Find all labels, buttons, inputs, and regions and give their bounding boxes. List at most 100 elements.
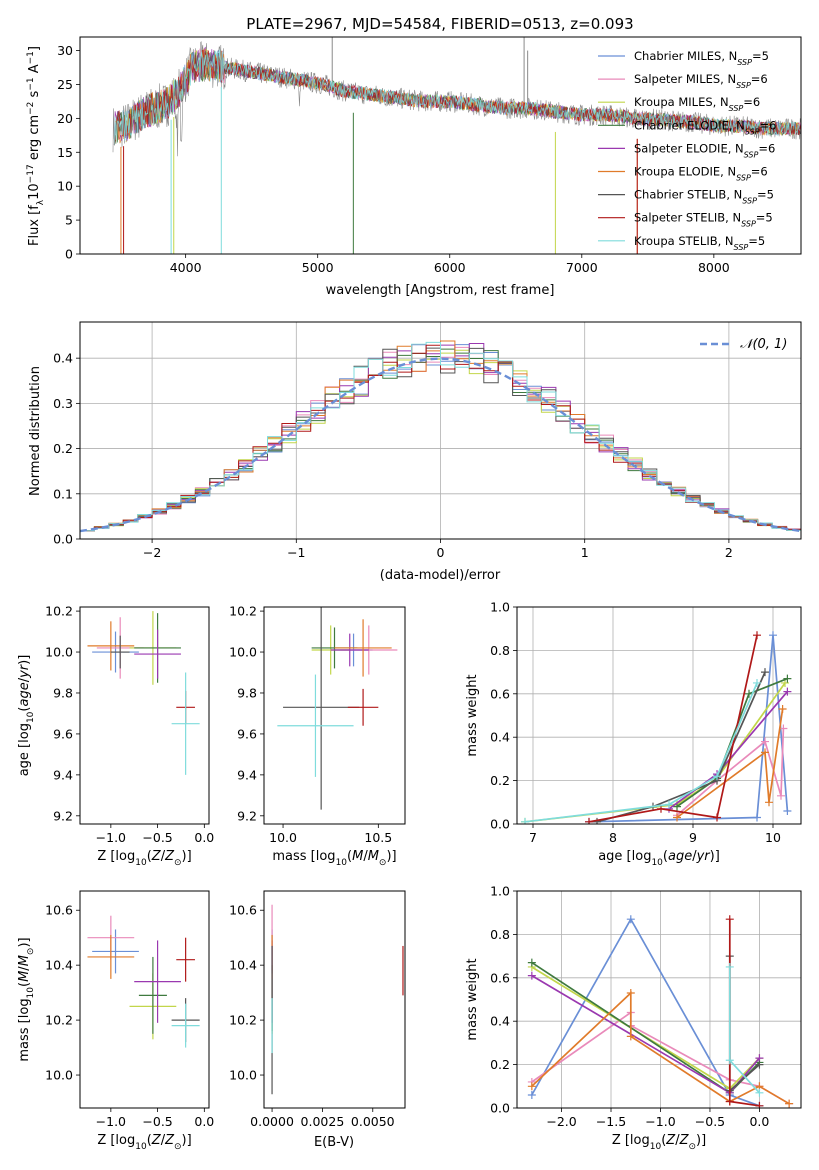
y-axis-label: Flux [fλ10−17 erg cm−2 s−1 A−1]: [26, 46, 46, 246]
weight-line-salpeter-stelib: [588, 635, 758, 823]
x-axis-label: E(B-V): [314, 1135, 354, 1150]
y-tick-label: 0.0: [53, 532, 73, 547]
normal-curve: [80, 357, 801, 533]
x-tick-label: 6000: [434, 260, 466, 275]
y-tick-label: 10.0: [229, 1068, 257, 1083]
legend-label: 𝒩(0, 1): [740, 337, 787, 352]
y-tick-label: 0.0: [490, 817, 510, 832]
weight-marker: [713, 772, 721, 781]
x-tick-label: 10.5: [364, 830, 392, 845]
spectrum-panel: 4000 5000 6000 7000 8000 0 5 10 15 20 25 30 waveleng…: [26, 36, 802, 298]
weight-marker: [783, 687, 792, 696]
legend-label: Salpeter STELIB, NSSP=5: [634, 211, 773, 229]
axes-frame: [79, 606, 210, 825]
x-tick-label: 0.0050: [351, 1114, 395, 1129]
weight-marker: [761, 737, 769, 746]
model-spectrum-kroupa-stelib: [113, 49, 801, 146]
x-tick-label: −2: [143, 545, 161, 560]
weight-marker: [777, 791, 785, 800]
weight-marker: [783, 806, 792, 815]
y-tick-label: 9.4: [53, 767, 73, 782]
x-tick-label: −0.5: [142, 1114, 172, 1129]
mass-weight-vs-age-panel: 7 8 9 10 0.0 0.2 0.4 0.6 0.8 1.0 age [log10(age/yr…: [465, 600, 802, 868]
weight-line-kroupa-elodie: [531, 991, 790, 1105]
x-axis-label: Z [log10(Z/Z⊙)]: [97, 849, 191, 868]
observed-spectrum: [112, 41, 801, 157]
plot-area: [87, 915, 200, 1048]
x-tick-label: 7: [529, 830, 537, 845]
y-tick-label: 0.2: [490, 773, 510, 788]
y-tick-label: 10.2: [45, 604, 73, 619]
x-tick-label: 0: [437, 545, 445, 560]
axes-frame: [516, 890, 802, 1109]
weight-marker: [761, 748, 769, 757]
y-tick-label: 30: [57, 43, 73, 58]
plot-area: [277, 607, 398, 810]
weight-marker: [755, 1060, 764, 1069]
y-tick-label: 10.2: [229, 604, 257, 619]
weight-marker: [593, 817, 601, 824]
weight-marker: [527, 1090, 536, 1099]
legend-label: Kroupa STELIB, NSSP=5: [634, 234, 765, 252]
x-tick-label: 0.0: [194, 830, 214, 845]
x-tick-label: 10.0: [269, 830, 297, 845]
weight-line-chabrier-miles: [531, 917, 760, 1107]
weight-marker: [626, 1032, 635, 1041]
y-axis-label: Normed distribution: [28, 366, 43, 496]
x-tick-label: 0.0: [194, 1114, 214, 1129]
plot-area: [80, 340, 801, 533]
weight-marker: [755, 1101, 764, 1108]
axes-frame: [79, 890, 210, 1109]
mass-vs-Z-panel: −1.0 −0.5 0.0 10.0 10.2 10.4 10.6 Z [log10(Z/Z⊙…: [17, 890, 214, 1152]
weight-marker: [783, 674, 792, 683]
y-tick-label: 0.0: [490, 1101, 510, 1116]
y-tick-label: 0: [65, 247, 73, 262]
legend-label: Kroupa ELODIE, NSSP=6: [634, 165, 768, 183]
y-tick-label: 20: [57, 111, 73, 126]
legend: Chabrier MILES, NSSP=5 Salpeter MILES, NS…: [598, 49, 776, 251]
weight-marker: [527, 971, 536, 980]
y-axis-label: mass [log10(M/M⊙)]: [17, 937, 36, 1061]
plot-area: [87, 611, 200, 775]
y-tick-label: 10.0: [229, 645, 257, 660]
y-tick-label: 1.0: [490, 600, 510, 615]
weight-line-chabrier-stelib: [728, 956, 760, 1093]
weight-marker: [713, 813, 721, 822]
weight-marker: [527, 958, 536, 967]
x-tick-label: 2: [725, 545, 733, 560]
axes-frame: [516, 606, 802, 825]
weight-marker: [626, 988, 635, 997]
y-tick-label: 0.1: [53, 486, 73, 501]
y-tick-label: 9.8: [237, 685, 257, 700]
x-axis-label: age [log10(age/yr)]: [598, 849, 720, 868]
plot-area: [271, 904, 404, 1095]
y-axis-label: mass weight: [465, 958, 480, 1040]
x-axis-label: Z [log10(Z/Z⊙)]: [612, 1133, 706, 1152]
y-tick-label: 10: [57, 179, 73, 194]
y-tick-label: 0.4: [490, 1014, 510, 1029]
y-tick-label: 1.0: [490, 884, 510, 899]
x-axis-label: wavelength [Angstrom, rest frame]: [326, 283, 555, 298]
x-tick-label: 5000: [302, 260, 334, 275]
y-tick-label: 0.2: [490, 1057, 510, 1072]
x-tick-label: 8: [609, 830, 617, 845]
x-tick-label: 0.0: [749, 1114, 769, 1129]
weight-marker: [779, 724, 788, 733]
plot-area: [112, 37, 801, 254]
y-tick-label: 0.2: [53, 441, 73, 456]
x-tick-label: 1: [581, 545, 589, 560]
weight-marker: [725, 1056, 734, 1065]
residuals-panel: −2 −1 0 1 2 0.0 0.1 0.2 0.3 0.4 𝒩(0, 1) (data-model…: [28, 321, 802, 583]
x-tick-label: −0.5: [695, 1114, 725, 1129]
y-tick-label: 9.4: [237, 767, 257, 782]
legend-label: Chabrier STELIB, NSSP=5: [634, 188, 774, 206]
y-tick-label: 9.6: [53, 726, 73, 741]
y-tick-label: 10.2: [229, 1013, 257, 1028]
y-tick-label: 10.6: [45, 903, 73, 918]
y-tick-label: 10.4: [229, 958, 257, 973]
weight-marker: [753, 813, 761, 822]
age-vs-Z-panel: −1.0 −0.5 0.0 9.2 9.4 9.6 9.8 10.0 10.2 Z [log10(…: [17, 604, 214, 868]
weight-line-chabrier-stelib: [596, 671, 766, 823]
histogram-kroupa-stelib: [80, 341, 801, 532]
y-tick-label: 25: [57, 77, 73, 92]
